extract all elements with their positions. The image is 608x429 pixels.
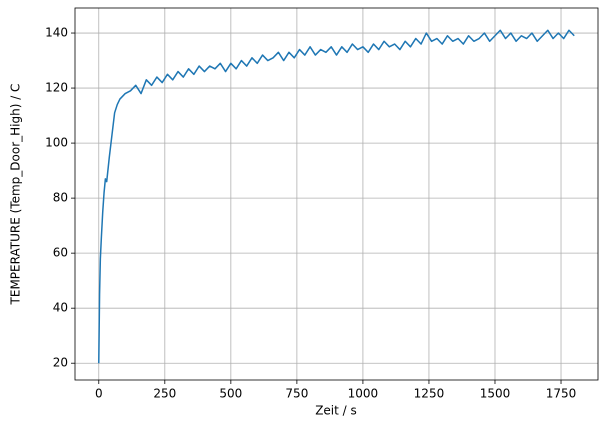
data-line — [98, 29, 575, 364]
y-tick-label: 40 — [53, 301, 68, 315]
y-tick-label: 100 — [45, 136, 68, 150]
y-tick-label: 20 — [53, 356, 68, 370]
x-tick-label: 1750 — [546, 387, 577, 401]
x-axis-label: Zeit / s — [315, 404, 357, 418]
y-axis-label: TEMPERATURE (Temp_Door_High) / C — [9, 84, 23, 306]
x-tick-label: 250 — [153, 387, 176, 401]
x-tick-label: 500 — [219, 387, 242, 401]
x-tick-label: 0 — [95, 387, 103, 401]
x-tick-label: 1500 — [480, 387, 511, 401]
x-tick-label: 1250 — [414, 387, 445, 401]
plot-frame — [74, 7, 599, 381]
y-tick-label: 120 — [45, 81, 68, 95]
y-tick-label: 80 — [53, 191, 68, 205]
x-tick-label: 750 — [285, 387, 308, 401]
y-tick-label: 60 — [53, 246, 68, 260]
x-tick-label: 1000 — [348, 387, 379, 401]
y-tick-label: 140 — [45, 26, 68, 40]
